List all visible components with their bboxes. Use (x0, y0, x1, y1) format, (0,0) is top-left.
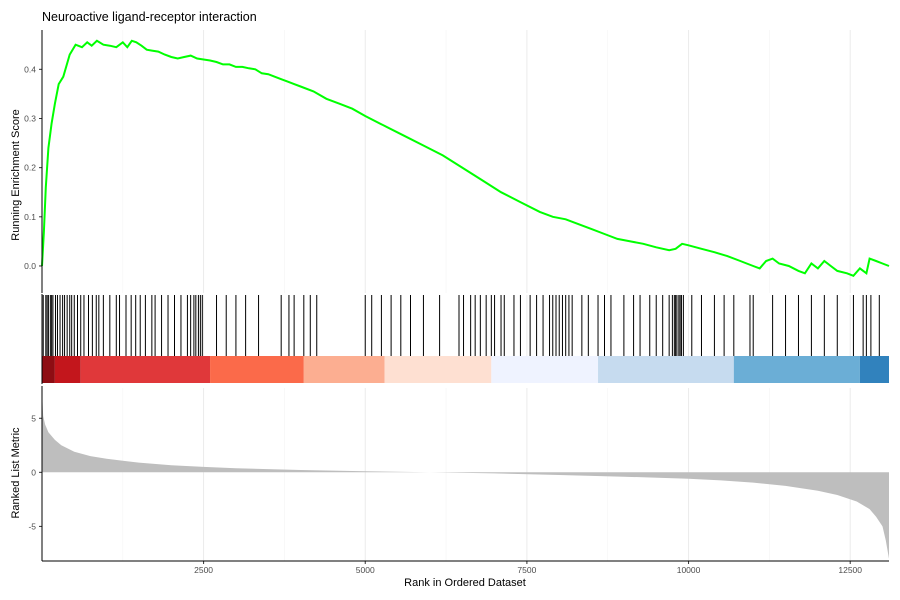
ranked-x-label: Rank in Ordered Dataset (404, 577, 526, 589)
y-tick-label: 5 (31, 413, 36, 423)
x-tick-label: 2500 (194, 565, 213, 575)
enrichment-y-label: Running Enrichment Score (10, 109, 22, 240)
x-tick-label: 10000 (677, 565, 701, 575)
y-tick-label: 0 (31, 467, 36, 477)
rank-color-band (210, 356, 304, 383)
x-tick-label: 5000 (356, 565, 375, 575)
rank-color-band (42, 356, 55, 383)
rank-color-band (598, 356, 734, 383)
rank-color-band (80, 356, 211, 383)
y-tick-label: 0.2 (24, 163, 36, 173)
ranked-metric-panel: 5 0 -5 2500 5000 7500 10000 12500 Rank in Orde… (10, 386, 889, 589)
enrichment-gridlines (122, 30, 851, 293)
rank-color-band (54, 356, 81, 383)
enrichment-score-line (41, 39, 890, 277)
rank-color-band (491, 356, 599, 383)
rank-color-band (733, 356, 860, 383)
chart-title: Neuroactive ligand-receptor interaction (42, 10, 257, 24)
rank-color-bar (42, 356, 889, 383)
y-tick-label: 0.3 (24, 113, 36, 123)
x-tick-label: 12500 (838, 565, 862, 575)
rank-color-band (303, 356, 385, 383)
rank-color-band (384, 356, 492, 383)
y-tick-label: 0.1 (24, 212, 36, 222)
enrichment-score-panel: 0.0 0.1 0.2 0.3 0.4 Running Enrichment Score (10, 30, 890, 293)
ranked-y-ticks: 5 0 -5 (28, 413, 42, 531)
gene-hit-marks (42, 295, 880, 356)
x-tick-label: 7500 (517, 565, 536, 575)
ranked-y-label: Ranked List Metric (10, 427, 22, 519)
y-tick-label: 0.4 (24, 64, 36, 74)
enrichment-y-ticks: 0.0 0.1 0.2 0.3 0.4 (24, 64, 42, 271)
rank-color-band (859, 356, 889, 383)
y-tick-label: 0.0 (24, 261, 36, 271)
ranked-x-ticks: 2500 5000 7500 10000 12500 (194, 561, 862, 575)
ranked-gridlines (122, 388, 851, 561)
ranked-metric-area (42, 391, 889, 559)
hits-panel (41, 294, 889, 384)
y-tick-label: -5 (28, 521, 36, 531)
